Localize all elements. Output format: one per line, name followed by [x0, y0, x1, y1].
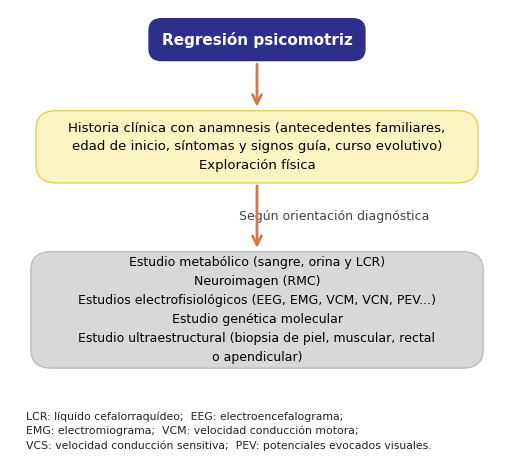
Text: Según orientación diagnóstica: Según orientación diagnóstica [239, 210, 429, 223]
Text: Historia clínica con anamnesis (antecedentes familiares,
edad de inicio, síntoma: Historia clínica con anamnesis (antecede… [68, 122, 446, 172]
FancyBboxPatch shape [36, 110, 478, 183]
Text: Regresión psicomotriz: Regresión psicomotriz [161, 32, 353, 48]
FancyBboxPatch shape [149, 19, 365, 61]
FancyBboxPatch shape [31, 252, 483, 368]
Text: Estudio metabólico (sangre, orina y LCR)
Neuroimagen (RMC)
Estudios electrofisio: Estudio metabólico (sangre, orina y LCR)… [78, 256, 436, 364]
Text: LCR: líquido cefalorraquídeo;  EEG: electroencefalograma;
EMG: electromiograma; : LCR: líquido cefalorraquídeo; EEG: elect… [26, 411, 431, 451]
